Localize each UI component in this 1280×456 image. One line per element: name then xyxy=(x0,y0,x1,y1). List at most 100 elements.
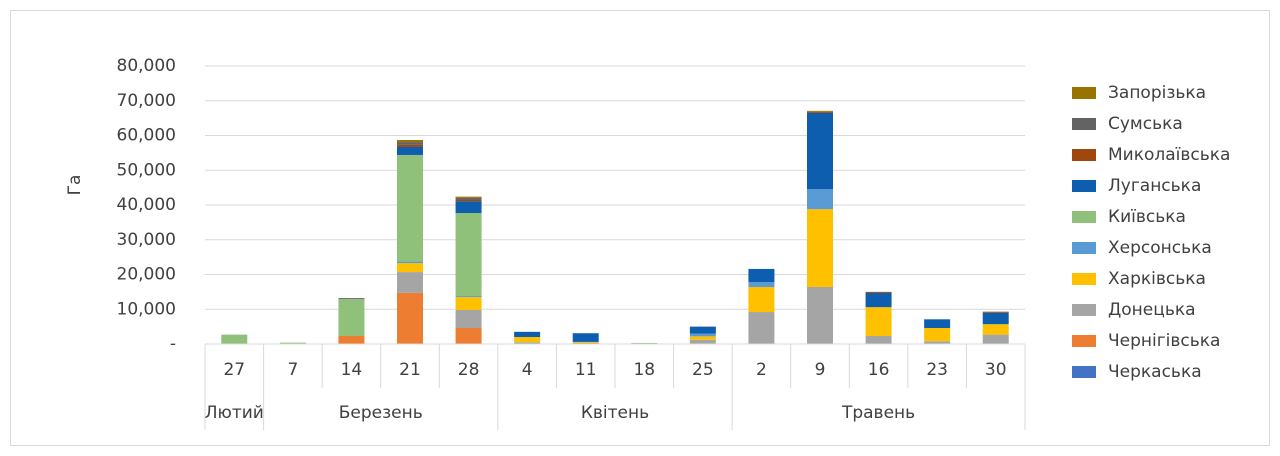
group-label: Лютий xyxy=(205,403,264,423)
legend-label: Сумська xyxy=(1108,114,1183,134)
legend-label: Київська xyxy=(1108,207,1186,227)
bar-segment xyxy=(514,331,541,338)
bar-segment xyxy=(338,299,365,337)
bar-segment xyxy=(748,282,775,288)
bar-segment xyxy=(865,336,892,344)
bar-segment xyxy=(807,112,833,190)
bar-segment xyxy=(572,342,599,344)
bar-segment xyxy=(689,326,716,334)
bar-segment xyxy=(338,298,365,300)
y-tick-label: 40,000 xyxy=(117,195,176,215)
bar-segment xyxy=(455,196,482,198)
legend-swatch xyxy=(1072,180,1096,192)
legend-swatch xyxy=(1072,335,1096,347)
x-tick-label: 7 xyxy=(287,360,298,380)
y-axis-label: Га xyxy=(65,175,85,196)
bar-segment xyxy=(455,309,482,329)
legend-swatch xyxy=(1072,242,1096,254)
bar-segment xyxy=(397,140,423,143)
legend-swatch xyxy=(1072,118,1096,130)
bar-segment xyxy=(221,334,248,344)
bar-segment xyxy=(455,212,482,297)
legend-label: Миколаївська xyxy=(1108,145,1230,165)
y-tick-label: 10,000 xyxy=(117,299,176,319)
bar-segment xyxy=(397,272,423,293)
bar-segment xyxy=(455,296,482,298)
legend-label: Чернігівська xyxy=(1108,331,1220,351)
bar-segment xyxy=(924,319,951,329)
bar-segment xyxy=(982,311,1009,313)
x-tick-label: 27 xyxy=(223,360,245,380)
legend-label: Херсонська xyxy=(1108,238,1212,258)
bar-segment xyxy=(748,312,775,344)
bar-segment xyxy=(689,333,716,337)
bar-segment xyxy=(397,146,423,155)
bar-segment xyxy=(807,287,833,344)
legend-label: Луганська xyxy=(1108,176,1201,196)
bar-segment xyxy=(397,144,423,147)
bar-segment xyxy=(748,268,775,283)
bar-segment xyxy=(924,328,951,342)
chart-border xyxy=(10,10,1270,446)
legend-label: Харківська xyxy=(1108,269,1206,289)
bar-segment xyxy=(572,333,599,342)
x-tick-label: 16 xyxy=(868,360,890,380)
bar-segment xyxy=(748,287,775,313)
bar-segment xyxy=(455,328,482,344)
x-tick-label: 28 xyxy=(458,360,480,380)
y-tick-label: 70,000 xyxy=(117,91,176,111)
x-tick-label: 9 xyxy=(815,360,826,380)
legend-label: Донецька xyxy=(1108,300,1196,320)
x-tick-label: 4 xyxy=(522,360,533,380)
y-tick-label: - xyxy=(170,334,176,354)
bar-segment xyxy=(865,291,892,293)
legend-swatch xyxy=(1072,87,1096,99)
bar-segment xyxy=(982,312,1009,325)
bar-segment xyxy=(982,324,1009,335)
legend-swatch xyxy=(1072,211,1096,223)
y-tick-label: 80,000 xyxy=(117,56,176,76)
bar-segment xyxy=(807,209,833,288)
bar-segment xyxy=(455,199,482,202)
group-label: Березень xyxy=(339,403,423,423)
bar-segment xyxy=(514,342,541,344)
x-tick-label: 23 xyxy=(926,360,948,380)
bar-segment xyxy=(689,336,716,340)
bar-segment xyxy=(338,336,365,344)
bar-segment xyxy=(865,307,892,337)
bar-segment xyxy=(455,197,482,200)
y-tick-label: 60,000 xyxy=(117,126,176,146)
x-tick-label: 21 xyxy=(399,360,421,380)
bar-segment xyxy=(924,341,951,344)
bar-segment xyxy=(572,341,599,343)
legend-swatch xyxy=(1072,304,1096,316)
bar-segment xyxy=(397,261,423,264)
legend-swatch xyxy=(1072,273,1096,285)
bar-segment xyxy=(514,337,541,343)
bar-segment xyxy=(807,189,833,210)
x-tick-label: 30 xyxy=(985,360,1007,380)
bar-segment xyxy=(279,342,306,344)
y-tick-label: 30,000 xyxy=(117,230,176,250)
bar-segment xyxy=(807,111,833,113)
bar-segment xyxy=(455,297,482,310)
y-tick-label: 50,000 xyxy=(117,160,176,180)
bar-segment xyxy=(631,342,658,344)
bar-segment xyxy=(807,110,833,112)
bar-segment xyxy=(689,339,716,344)
x-tick-label: 25 xyxy=(692,360,714,380)
bar-segment xyxy=(397,142,423,145)
x-tick-label: 18 xyxy=(633,360,655,380)
group-label: Квітень xyxy=(581,403,649,423)
legend-label: Запорізька xyxy=(1108,83,1206,103)
y-tick-label: 20,000 xyxy=(117,265,176,285)
legend-swatch xyxy=(1072,149,1096,161)
x-tick-label: 14 xyxy=(341,360,363,380)
bar-segment xyxy=(455,201,482,213)
bar-segment xyxy=(982,334,1009,344)
group-label: Травень xyxy=(841,403,915,423)
bar-segment xyxy=(397,154,423,262)
legend-label: Черкаська xyxy=(1108,362,1202,382)
bar-segment xyxy=(397,292,423,344)
